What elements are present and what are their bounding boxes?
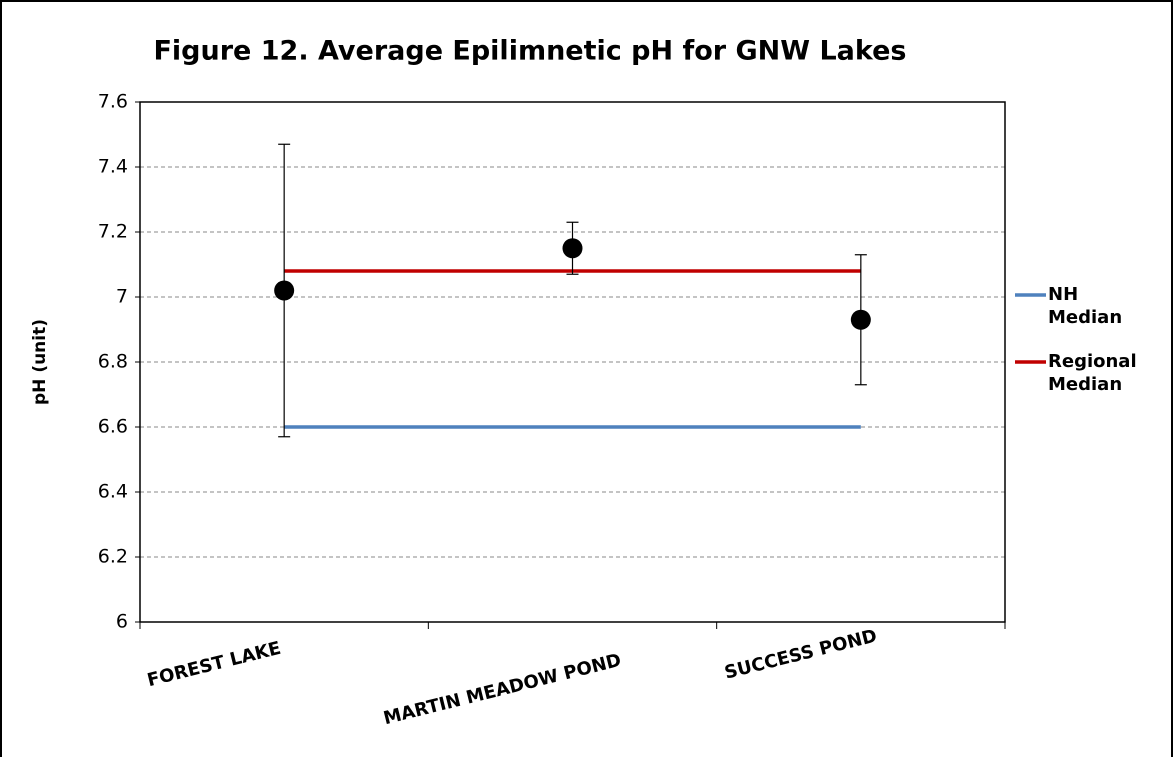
plot-area [139,101,1006,623]
x-tick-label: SUCCESS POND [722,625,879,683]
y-tick-label: 7.4 [98,156,128,178]
data-point [562,238,583,259]
chart-title: Figure 12. Average Epilimnetic pH for GN… [153,36,906,67]
legend-label: NH Median [1048,284,1123,328]
y-tick-label: 6 [116,611,128,633]
data-point [274,280,295,301]
y-tick-label: 6.8 [98,351,128,373]
x-tick-label: MARTIN MEADOW POND [381,650,623,729]
y-axis-label: pH (unit) [30,319,50,405]
y-tick-label: 6.2 [98,546,128,568]
y-tick-label: 7.2 [98,221,128,243]
x-tick-label: FOREST LAKE [145,638,283,692]
y-tick-label: 7 [116,286,128,308]
y-tick-label: 7.6 [98,91,128,113]
y-tick-label: 6.4 [98,481,128,503]
legend-label: Regional Median [1048,351,1137,395]
y-tick-label: 6.6 [98,416,128,438]
data-point [850,309,871,330]
